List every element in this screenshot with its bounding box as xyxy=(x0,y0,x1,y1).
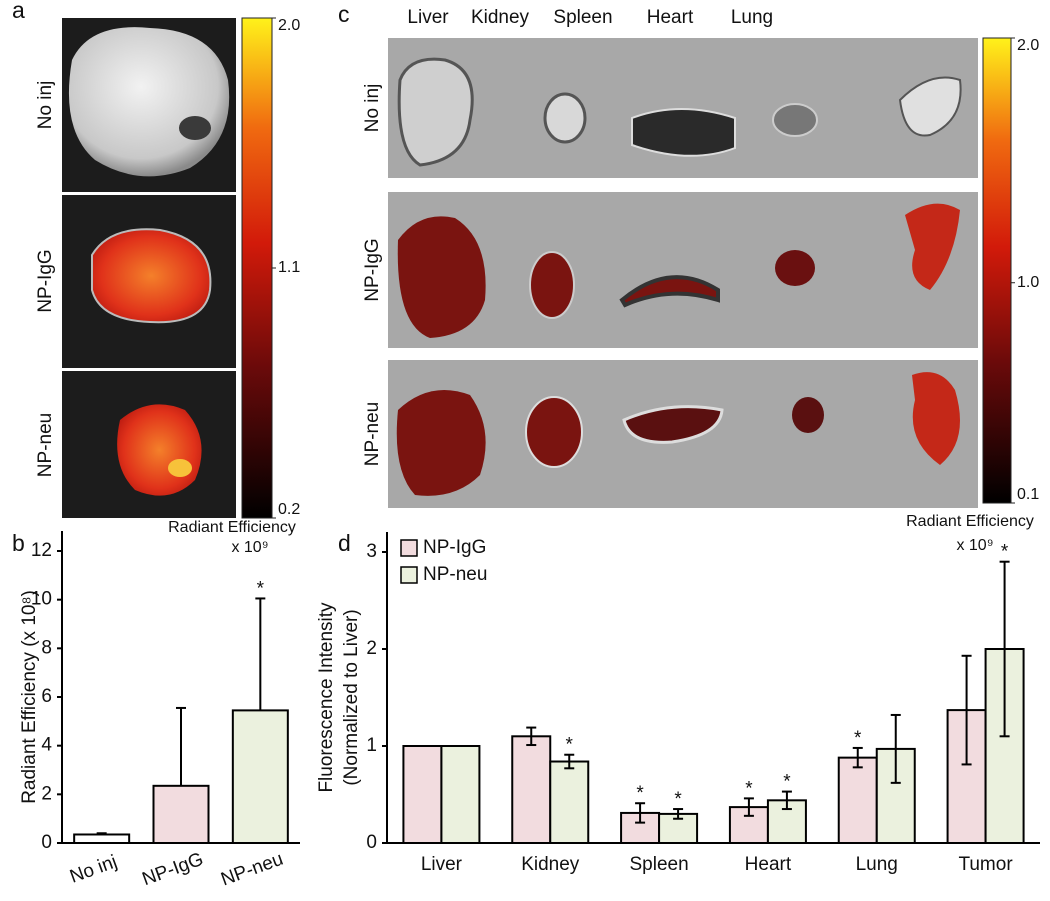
x-tick-label: NP-IgG xyxy=(139,849,206,890)
column-label: Heart xyxy=(647,7,694,28)
significance: * xyxy=(854,728,862,749)
panel-label: a xyxy=(12,0,25,23)
colorbar-tick-label: 1.0 xyxy=(1017,274,1039,291)
panel-a-images xyxy=(62,18,236,518)
column-label: Kidney xyxy=(471,7,530,28)
bar xyxy=(231,709,289,845)
panel-label: b xyxy=(12,530,25,556)
colorbar-tick-label: 0.2 xyxy=(278,501,300,518)
y-axis-label: Radiant Efficiency (x 10⁸) xyxy=(19,590,40,804)
y-tick-label: 10 xyxy=(31,589,52,610)
bar xyxy=(440,745,481,844)
y-tick-label: 2 xyxy=(41,783,52,804)
column-label: Lung xyxy=(731,7,773,28)
y-tick-label: 4 xyxy=(41,735,52,756)
row-label: NP-IgG xyxy=(362,238,383,301)
significance: * xyxy=(566,735,574,756)
x-tick-label: NP-neu xyxy=(218,849,286,891)
y-tick-label: 0 xyxy=(41,832,52,853)
bar xyxy=(152,784,210,844)
bar xyxy=(402,745,443,844)
bar xyxy=(511,735,552,844)
column-label: Liver xyxy=(407,7,449,28)
x-tick-label: Kidney xyxy=(521,854,580,875)
bar xyxy=(73,833,131,845)
x-tick-label: Lung xyxy=(856,854,898,875)
significance: * xyxy=(745,778,753,799)
row-label: NP-neu xyxy=(362,402,383,466)
bar xyxy=(549,760,590,845)
x-tick-label: No inj xyxy=(67,851,120,887)
colorbar-a xyxy=(241,17,273,519)
panel-label: c xyxy=(338,1,350,27)
colorbar-tick-label: 0.1 xyxy=(1017,486,1039,503)
significance: * xyxy=(1001,542,1009,563)
column-label: Spleen xyxy=(553,7,612,28)
colorbar-c xyxy=(982,37,1012,504)
y-tick-label: 6 xyxy=(41,686,52,707)
legend-swatch xyxy=(400,539,418,557)
x-tick-label: Tumor xyxy=(958,854,1013,875)
significance: * xyxy=(636,783,644,804)
x-tick-label: Spleen xyxy=(629,854,688,875)
legend-swatch xyxy=(400,566,418,584)
y-tick-label: 0 xyxy=(366,832,377,853)
colorbar-title: Radiant Efficiency xyxy=(906,513,1034,530)
colorbar-tick-label: 2.0 xyxy=(278,17,300,34)
legend-label: NP-IgG xyxy=(423,537,486,558)
colorbar-unit: x 10⁹ xyxy=(956,537,993,554)
y-tick-label: 2 xyxy=(366,638,377,659)
row-label: NP-IgG xyxy=(35,249,56,312)
significance: * xyxy=(783,772,791,793)
legend-label: NP-neu xyxy=(423,564,487,585)
panel-c-images xyxy=(388,38,978,508)
colorbar-tick-label: 2.0 xyxy=(1017,37,1039,54)
y-axis-label: (Normalized to Liver) xyxy=(341,609,362,785)
row-label: No inj xyxy=(35,81,56,130)
y-axis-label: Fluorescence Intensity xyxy=(316,602,337,793)
x-tick-label: Liver xyxy=(421,854,463,875)
significance: * xyxy=(674,789,682,810)
colorbar-tick-label: 1.1 xyxy=(278,259,300,276)
row-label: NP-neu xyxy=(35,413,56,477)
significance: * xyxy=(257,578,265,599)
x-tick-label: Heart xyxy=(745,854,792,875)
y-tick-label: 12 xyxy=(31,540,52,561)
bar xyxy=(837,756,878,845)
panel-label: d xyxy=(338,530,351,556)
y-tick-label: 1 xyxy=(366,735,377,756)
y-tick-label: 8 xyxy=(41,637,52,658)
y-tick-label: 3 xyxy=(366,541,377,562)
colorbar-title: Radiant Efficiency xyxy=(168,519,296,536)
row-label: No inj xyxy=(362,84,383,133)
colorbar-unit: x 10⁹ xyxy=(231,539,268,556)
